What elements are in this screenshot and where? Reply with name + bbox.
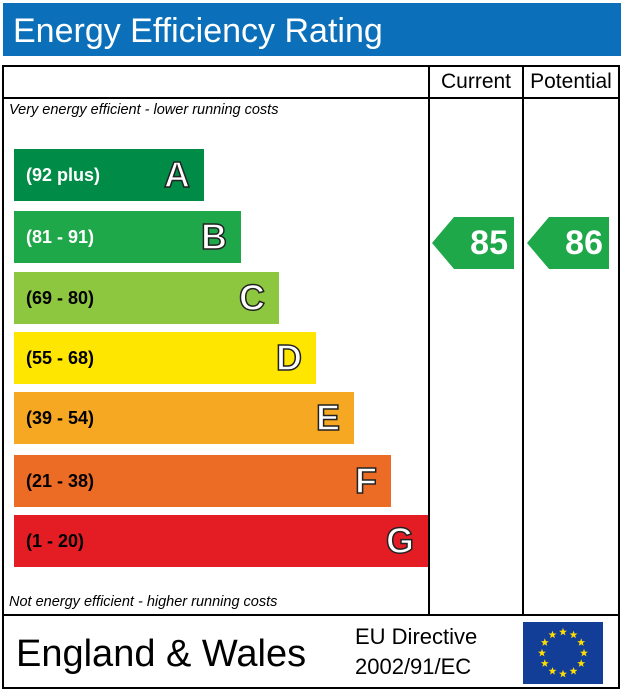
current-rating-value: 85 <box>470 224 508 262</box>
rating-band-range: (1 - 20) <box>26 531 85 551</box>
rating-band-e: (39 - 54) E <box>14 392 354 444</box>
rating-band-letter: G <box>385 519 415 562</box>
rating-band-letter: A <box>163 153 191 196</box>
region-label: England & Wales <box>16 633 307 675</box>
rating-band-d: (55 - 68) D <box>14 332 316 384</box>
rating-band-range: (21 - 38) <box>26 471 95 491</box>
rating-band-b: (81 - 91) B <box>14 211 241 263</box>
eu-star-icon <box>580 648 588 657</box>
eu-star-icon <box>548 666 557 675</box>
eu-star-icon <box>548 630 557 639</box>
rating-band-range: (92 plus) <box>26 165 101 185</box>
rating-band-letter: B <box>200 215 228 258</box>
rating-band-letter: D <box>275 336 303 379</box>
eu-star-icon <box>540 638 549 646</box>
current-column-header: Current <box>440 70 512 93</box>
eu-star-icon <box>540 659 549 667</box>
footer-divider <box>2 614 620 616</box>
rating-table <box>2 65 620 689</box>
potential-column-divider <box>522 65 524 616</box>
eu-star-icon <box>577 638 586 646</box>
eu-star-icon <box>559 627 567 636</box>
bottom-note: Not energy efficient - higher running co… <box>9 594 278 610</box>
potential-column-header: Potential <box>530 70 612 93</box>
eu-flag-icon <box>523 622 603 684</box>
eu-star-icon <box>569 630 578 639</box>
directive-line-1: EU Directive <box>355 624 478 649</box>
rating-band-letter: F <box>354 459 378 502</box>
rating-band-letter: C <box>238 276 266 319</box>
rating-band-letter: E <box>315 396 341 439</box>
eu-star-icon <box>559 669 567 678</box>
rating-band-f: (21 - 38) F <box>14 455 391 507</box>
header-divider <box>2 97 620 99</box>
eu-star-icon <box>538 648 546 657</box>
rating-band-range: (39 - 54) <box>26 408 95 428</box>
eu-star-icon <box>569 666 578 675</box>
current-rating-arrow: 85 <box>432 217 514 269</box>
top-note: Very energy efficient - lower running co… <box>9 102 279 118</box>
rating-band-a: (92 plus) A <box>14 149 204 201</box>
rating-band-range: (81 - 91) <box>26 227 95 247</box>
rating-band-range: (69 - 80) <box>26 288 95 308</box>
rating-band-range: (55 - 68) <box>26 348 95 368</box>
page-title: Energy Efficiency Rating <box>13 12 383 50</box>
eu-star-icon <box>577 659 586 667</box>
directive-line-2: 2002/91/EC <box>355 654 472 679</box>
rating-band-g: (1 - 20) G <box>14 515 428 567</box>
title-bar: Energy Efficiency Rating <box>3 3 621 56</box>
potential-rating-arrow: 86 <box>527 217 609 269</box>
rating-band-c: (69 - 80) C <box>14 272 279 324</box>
potential-rating-value: 86 <box>565 224 603 262</box>
current-column-divider <box>428 65 430 616</box>
